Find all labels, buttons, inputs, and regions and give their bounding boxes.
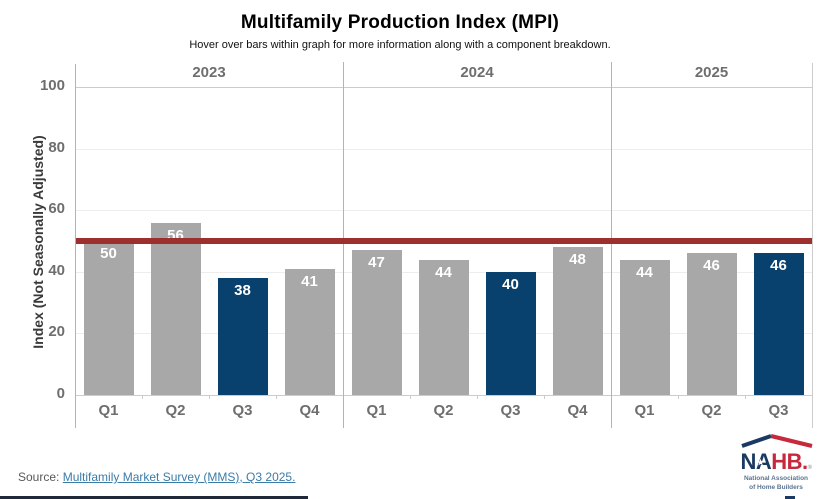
- gridline: [75, 148, 812, 150]
- axis-tick: [477, 395, 478, 399]
- bar-value-label: 50: [100, 245, 117, 262]
- nahb-subtitle-line1: National Association: [743, 475, 809, 482]
- bar-2024-Q3[interactable]: 40: [485, 271, 536, 395]
- plot-right-border: [812, 63, 813, 428]
- bar-value-label: 46: [770, 257, 787, 275]
- bar-2023-Q2[interactable]: 56: [150, 222, 201, 395]
- quarter-label: Q2: [433, 402, 454, 419]
- quarter-label: Q4: [567, 402, 588, 419]
- axis-tick: [544, 395, 545, 399]
- bar-2024-Q2[interactable]: 44: [418, 259, 469, 395]
- bar-2024-Q4[interactable]: 48: [552, 247, 603, 395]
- y-tick-label: 60: [48, 200, 65, 218]
- chart-subtitle: Hover over bars within graph for more in…: [189, 39, 611, 51]
- source-prefix: Source:: [18, 470, 63, 484]
- bar-value-label: 44: [435, 263, 452, 281]
- bar-2024-Q1[interactable]: 47: [351, 250, 402, 395]
- cropped-footer-bar: [0, 496, 308, 499]
- panel-divider: [611, 62, 612, 428]
- bar-value-label: 38: [234, 282, 251, 299]
- star-icon: ★: [757, 458, 764, 467]
- y-axis-line: [75, 64, 76, 428]
- nahb-wordmark: NAHB.® ★: [734, 451, 818, 473]
- axis-tick: [209, 395, 210, 399]
- chart-title: Multifamily Production Index (MPI): [240, 12, 560, 33]
- y-axis-title: Index (Not Seasonally Adjusted): [30, 135, 46, 349]
- nahb-subtitle: National Association of Home Builders: [734, 475, 818, 493]
- bar-2023-Q3[interactable]: 38: [217, 278, 268, 395]
- chart-header: Multifamily Production Index (MPI) Hover…: [0, 12, 800, 51]
- nahb-logo: NAHB.® ★ National Association of Home Bu…: [734, 433, 818, 493]
- bar-2025-Q1[interactable]: 44: [619, 259, 670, 395]
- gridline: [75, 87, 812, 88]
- axis-tick: [745, 395, 746, 399]
- quarter-label: Q2: [165, 402, 186, 419]
- year-label: 2023: [192, 64, 226, 81]
- bar-value-label: 46: [703, 257, 720, 275]
- bar-value-label: 48: [569, 251, 586, 269]
- y-tick-label: 0: [56, 385, 65, 402]
- y-tick-label: 80: [48, 138, 65, 156]
- quarter-label: Q3: [500, 402, 521, 419]
- roof-icon: [741, 434, 813, 448]
- bar-value-label: 44: [636, 263, 653, 281]
- bar-2025-Q3[interactable]: 46: [753, 253, 804, 395]
- y-tick-label: 20: [48, 323, 65, 341]
- source-note: Source: Multifamily Market Survey (MMS),…: [18, 470, 295, 484]
- y-tick-label: 40: [48, 261, 65, 279]
- axis-tick: [142, 395, 143, 399]
- axis-tick: [410, 395, 411, 399]
- bar-value-label: 47: [368, 254, 385, 272]
- bar-value-label: 41: [301, 272, 318, 290]
- quarter-label: Q1: [98, 402, 119, 419]
- cropped-text-fragment: [785, 496, 795, 499]
- source-link[interactable]: Multifamily Market Survey (MMS), Q3 2025…: [62, 470, 296, 484]
- nahb-hb-text: HB: [771, 449, 802, 474]
- year-label: 2025: [694, 64, 729, 81]
- registered-mark: ®: [807, 465, 812, 471]
- quarter-label: Q4: [299, 402, 320, 419]
- y-tick-label: 100: [39, 77, 65, 94]
- nahb-subtitle-line2: of Home Builders: [749, 483, 803, 491]
- axis-tick: [276, 395, 277, 399]
- gridline: [75, 210, 812, 212]
- quarter-label: Q1: [366, 402, 387, 419]
- panel-divider: [343, 62, 344, 428]
- bar-2023-Q1[interactable]: 50: [83, 241, 134, 395]
- quarter-label: Q1: [634, 402, 655, 419]
- quarter-label: Q2: [701, 402, 722, 419]
- gridline: [75, 395, 812, 396]
- year-label: 2024: [460, 64, 494, 81]
- bar-2025-Q2[interactable]: 46: [686, 253, 737, 395]
- nahb-na-text: NA: [740, 449, 772, 474]
- nahb-dot: .: [802, 449, 808, 474]
- axis-tick: [678, 395, 679, 399]
- quarter-label: Q3: [768, 402, 789, 419]
- quarter-label: Q3: [232, 402, 253, 419]
- bar-2023-Q4[interactable]: 41: [284, 268, 335, 395]
- bar-value-label: 40: [502, 275, 519, 293]
- benchmark-line: [75, 238, 812, 244]
